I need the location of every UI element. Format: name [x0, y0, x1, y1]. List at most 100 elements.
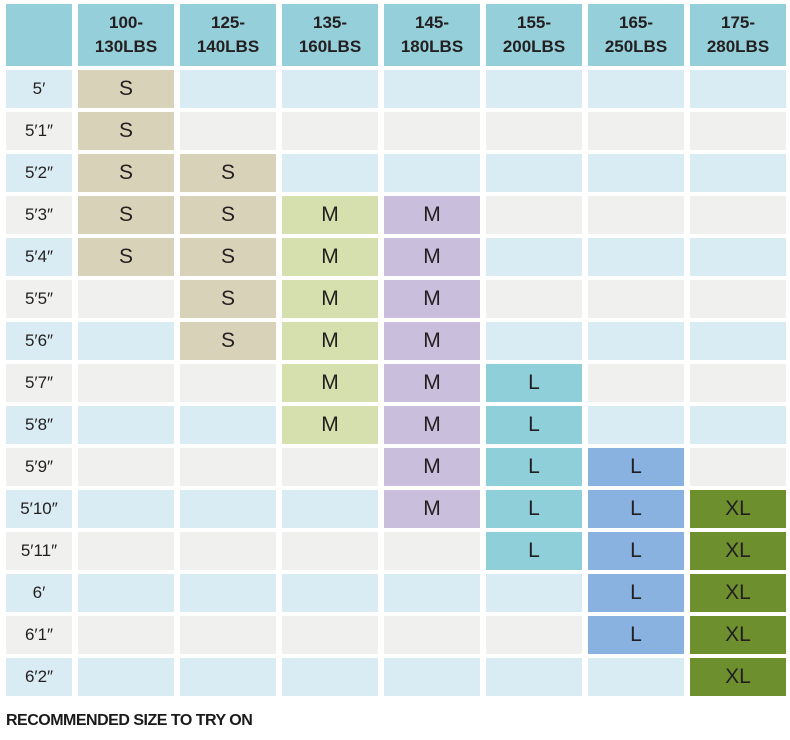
empty-cell — [78, 406, 174, 444]
size-cell-s: S — [180, 238, 276, 276]
empty-cell — [690, 448, 786, 486]
empty-cell — [384, 658, 480, 696]
empty-cell — [282, 70, 378, 108]
weight-header: 100- 130LBS — [78, 4, 174, 66]
empty-cell — [180, 574, 276, 612]
height-label: 5′3″ — [6, 196, 72, 234]
empty-cell — [690, 406, 786, 444]
size-cell-l: L — [486, 532, 582, 570]
empty-cell — [588, 154, 684, 192]
size-cell-s: S — [180, 154, 276, 192]
size-cell-s: S — [78, 196, 174, 234]
size-cell-l: L — [588, 490, 684, 528]
empty-cell — [282, 448, 378, 486]
empty-cell — [588, 406, 684, 444]
size-cell-m: M — [384, 490, 480, 528]
height-label: 5′6″ — [6, 322, 72, 360]
empty-cell — [384, 70, 480, 108]
empty-cell — [180, 364, 276, 402]
size-cell-m: M — [384, 280, 480, 318]
size-cell-s: S — [180, 280, 276, 318]
empty-cell — [690, 280, 786, 318]
empty-cell — [78, 658, 174, 696]
empty-cell — [78, 448, 174, 486]
size-cell-m: M — [282, 322, 378, 360]
empty-cell — [282, 112, 378, 150]
empty-cell — [486, 658, 582, 696]
empty-cell — [690, 196, 786, 234]
height-label: 5′9″ — [6, 448, 72, 486]
empty-cell — [78, 364, 174, 402]
height-row: 6′2″ XL — [6, 658, 786, 696]
empty-cell — [78, 490, 174, 528]
empty-cell — [180, 658, 276, 696]
empty-cell — [588, 70, 684, 108]
height-label: 6′ — [6, 574, 72, 612]
height-row: 5′11″ L L XL — [6, 532, 786, 570]
empty-cell — [588, 658, 684, 696]
empty-cell — [588, 364, 684, 402]
weight-header: 145- 180LBS — [384, 4, 480, 66]
size-cell-m: M — [384, 364, 480, 402]
empty-cell — [180, 532, 276, 570]
empty-cell — [486, 238, 582, 276]
empty-cell — [78, 574, 174, 612]
empty-cell — [690, 364, 786, 402]
empty-cell — [486, 616, 582, 654]
size-cell-s: S — [78, 238, 174, 276]
size-cell-xl: XL — [690, 574, 786, 612]
empty-cell — [690, 322, 786, 360]
empty-cell — [486, 112, 582, 150]
empty-cell — [486, 322, 582, 360]
size-cell-s: S — [180, 196, 276, 234]
size-cell-l: L — [486, 448, 582, 486]
height-label: 5′7″ — [6, 364, 72, 402]
height-label: 6′2″ — [6, 658, 72, 696]
empty-cell — [78, 532, 174, 570]
empty-cell — [282, 154, 378, 192]
empty-cell — [690, 70, 786, 108]
size-cell-s: S — [78, 154, 174, 192]
size-cell-xl: XL — [690, 616, 786, 654]
empty-cell — [384, 154, 480, 192]
empty-cell — [588, 280, 684, 318]
empty-cell — [588, 322, 684, 360]
weight-header: 125- 140LBS — [180, 4, 276, 66]
size-cell-m: M — [282, 280, 378, 318]
corner-cell — [6, 4, 72, 66]
size-table: 100- 130LBS 125- 140LBS 135- 160LBS 145- 180LBS… — [6, 4, 786, 696]
height-row: 5′ S — [6, 70, 786, 108]
empty-cell — [282, 490, 378, 528]
empty-cell — [180, 490, 276, 528]
empty-cell — [282, 658, 378, 696]
size-cell-l: L — [588, 574, 684, 612]
empty-cell — [486, 154, 582, 192]
height-row: 5′10″ M L L XL — [6, 490, 786, 528]
weight-header: 165- 250LBS — [588, 4, 684, 66]
height-label: 5′5″ — [6, 280, 72, 318]
empty-cell — [384, 574, 480, 612]
size-cell-s: S — [180, 322, 276, 360]
size-cell-xl: XL — [690, 490, 786, 528]
height-row: 6′1″ L XL — [6, 616, 786, 654]
height-row: 5′9″ M L L — [6, 448, 786, 486]
empty-cell — [180, 406, 276, 444]
size-cell-m: M — [384, 196, 480, 234]
empty-cell — [588, 238, 684, 276]
weight-header: 135- 160LBS — [282, 4, 378, 66]
empty-cell — [486, 574, 582, 612]
size-cell-s: S — [78, 112, 174, 150]
size-cell-l: L — [486, 406, 582, 444]
empty-cell — [486, 280, 582, 318]
size-cell-xl: XL — [690, 532, 786, 570]
footer-note: RECOMMENDED SIZE TO TRY ON — [6, 712, 253, 729]
size-cell-m: M — [282, 406, 378, 444]
empty-cell — [588, 196, 684, 234]
size-cell-l: L — [588, 616, 684, 654]
size-cell-s: S — [78, 70, 174, 108]
height-label: 5′8″ — [6, 406, 72, 444]
empty-cell — [486, 196, 582, 234]
size-cell-l: L — [486, 490, 582, 528]
empty-cell — [282, 616, 378, 654]
weight-header: 155- 200LBS — [486, 4, 582, 66]
